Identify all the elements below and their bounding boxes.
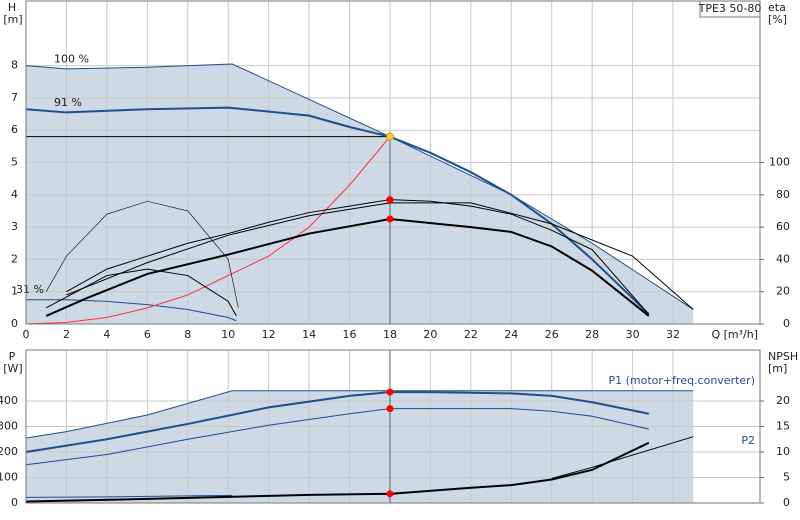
x-tick-label: 2 <box>63 328 70 341</box>
y2-axis-label: NPSH <box>768 350 798 363</box>
curve-label: P1 (motor+freq.converter) <box>609 374 756 387</box>
y-tick-label: 8 <box>11 59 18 72</box>
curve <box>25 494 233 498</box>
curve <box>25 106 650 316</box>
operating-point <box>386 388 394 396</box>
x-tick-label: 26 <box>545 328 559 341</box>
y-tick-label: 100 <box>0 471 18 484</box>
plot-frame <box>25 0 761 325</box>
operating-point <box>386 490 394 498</box>
x-tick-label: 24 <box>504 328 518 341</box>
y-axis-label: H <box>8 1 16 14</box>
y2-axis-unit: [%] <box>768 13 787 26</box>
y2-tick-label: 40 <box>776 252 790 265</box>
x-tick-label: 18 <box>383 328 397 341</box>
y2-tick-label: 20 <box>776 394 790 407</box>
curve <box>25 408 649 466</box>
y-tick-label: 4 <box>11 188 18 201</box>
y2-tick-label: 80 <box>776 188 790 201</box>
y-tick-label: 0 <box>11 496 18 509</box>
y2-tick-label: 20 <box>776 285 790 298</box>
curve-label: 31 % <box>16 283 44 296</box>
x-tick-label: 10 <box>221 328 235 341</box>
curve <box>45 268 237 317</box>
x-tick-label: 16 <box>343 328 357 341</box>
x-axis-label: Q [m³/h] <box>711 328 758 341</box>
operating-point <box>386 196 394 204</box>
x-tick-label: 22 <box>464 328 478 341</box>
x-tick-label: 12 <box>262 328 276 341</box>
title-box <box>699 0 761 18</box>
x-tick-label: 20 <box>423 328 437 341</box>
y-axis-label: P <box>9 350 16 363</box>
curve <box>25 136 391 325</box>
curve-label: 100 % <box>54 53 89 66</box>
x-tick-label: 30 <box>626 328 640 341</box>
operating-point <box>386 405 394 413</box>
curve-label: 91 % <box>54 96 82 109</box>
x-tick-label: 32 <box>666 328 680 341</box>
x-tick-label: 28 <box>585 328 599 341</box>
y2-tick-label: 10 <box>776 445 790 458</box>
y-tick-label: 0 <box>11 317 18 330</box>
y2-tick-label: 100 <box>769 156 790 169</box>
y-tick-label: 1 <box>11 285 18 298</box>
y2-tick-label: 0 <box>783 496 790 509</box>
x-tick-label: 0 <box>23 328 30 341</box>
operating-point <box>386 215 394 223</box>
y2-tick-label: 0 <box>783 317 790 330</box>
y-tick-label: 200 <box>0 445 18 458</box>
operating-point <box>385 132 394 141</box>
x-tick-label: 8 <box>184 328 191 341</box>
y-tick-label: 7 <box>11 91 18 104</box>
y-axis-unit: [m] <box>3 13 22 26</box>
curve <box>25 441 650 503</box>
chart-title: TPE3 50-80 <box>698 2 762 15</box>
operating-area <box>26 390 694 503</box>
y-axis-unit: [W] <box>3 362 22 375</box>
plot-frame <box>25 349 761 504</box>
y2-tick-label: 15 <box>776 420 790 433</box>
y-tick-label: 3 <box>11 220 18 233</box>
y2-tick-label: 5 <box>783 471 790 484</box>
y-tick-label: 6 <box>11 123 18 136</box>
curve <box>45 200 239 308</box>
y2-tick-label: 60 <box>776 220 790 233</box>
curve <box>66 199 650 315</box>
curve <box>26 299 237 322</box>
x-tick-label: 4 <box>103 328 110 341</box>
x-tick-label: 6 <box>144 328 151 341</box>
y2-axis-label: eta <box>768 1 786 14</box>
curve-label: P2 <box>741 434 755 447</box>
y2-axis-unit: [m] <box>768 362 787 375</box>
y-tick-label: 400 <box>0 394 18 407</box>
curve <box>551 436 694 480</box>
y-tick-label: 5 <box>11 156 18 169</box>
x-tick-label: 14 <box>302 328 316 341</box>
y-tick-label: 300 <box>0 420 18 433</box>
y-tick-label: 2 <box>11 252 18 265</box>
curve <box>25 390 694 439</box>
